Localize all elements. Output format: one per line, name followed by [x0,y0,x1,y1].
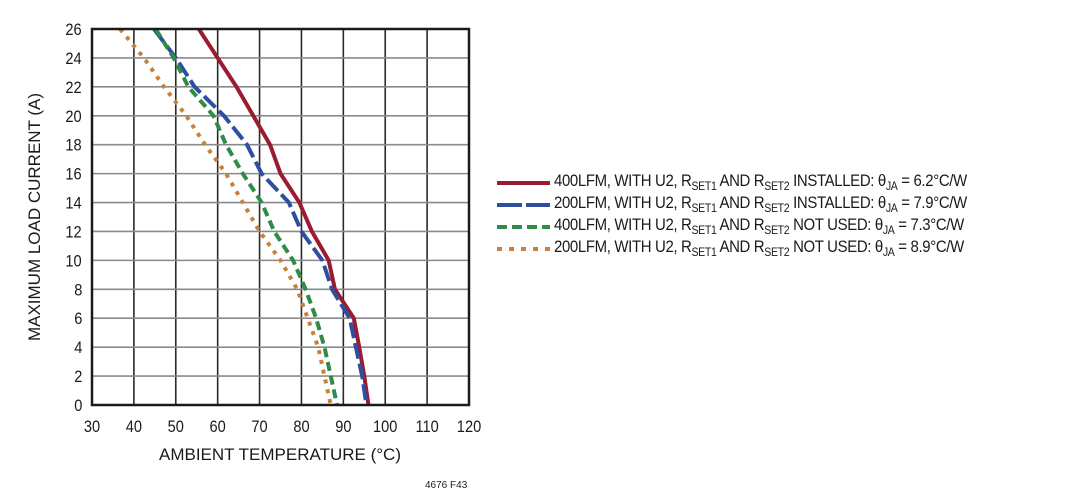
x-tick-label: 60 [210,418,226,436]
plot-frame [90,27,471,407]
legend-label: 400LFM, WITH U2, RSET1 AND RSET2 INSTALL… [554,170,967,193]
legend-swatch-solid [497,181,550,185]
y-tick-label: 24 [65,50,81,68]
y-tick-label: 10 [65,252,81,270]
legend-label: 400LFM, WITH U2, RSET1 AND RSET2 NOT USE… [554,214,964,237]
legend-item: 200LFM, WITH U2, RSET1 AND RSET2 INSTALL… [497,192,1023,216]
x-tick-label: 50 [168,418,184,436]
legend-item: 200LFM, WITH U2, RSET1 AND RSET2 NOT USE… [497,236,1023,260]
legend-item: 400LFM, WITH U2, RSET1 AND RSET2 INSTALL… [497,170,1023,194]
legend-item: 400LFM, WITH U2, RSET1 AND RSET2 NOT USE… [497,214,1023,238]
legend-label: 200LFM, WITH U2, RSET1 AND RSET2 NOT USE… [554,236,964,259]
series-line-dash [153,29,340,405]
figure-id: 4676 F43 [425,480,468,491]
y-tick-label: 20 [65,108,81,126]
x-tick-label: 90 [335,418,351,436]
y-tick-label: 26 [65,21,81,39]
x-tick-label: 30 [84,418,100,436]
x-axis-ticks: 30 40 50 60 70 80 90 100 110 120 [84,418,481,436]
y-tick-label: 14 [65,195,81,213]
x-tick-label: 40 [126,418,142,436]
legend-swatch-long-dash [497,203,550,207]
series-line-solid [197,29,371,405]
y-tick-label: 2 [74,368,82,386]
x-tick-label: 100 [373,418,398,436]
y-tick-label: 8 [74,281,82,299]
grid-lines [91,28,470,406]
legend-label: 200LFM, WITH U2, RSET1 AND RSET2 INSTALL… [554,192,967,215]
series-lines [118,29,371,405]
x-tick-label: 110 [415,418,438,436]
legend: 400LFM, WITH U2, RSET1 AND RSET2 INSTALL… [497,170,1023,260]
y-tick-label: 0 [74,397,82,415]
y-tick-label: 16 [65,166,81,184]
legend-swatch-dash [497,225,550,229]
y-tick-label: 18 [65,137,81,155]
y-tick-label: 12 [65,224,81,242]
y-axis-title: MAXIMUM LOAD CURRENT (A) [25,93,44,341]
y-tick-label: 4 [74,339,82,357]
x-tick-label: 80 [293,418,309,436]
y-tick-label: 22 [65,79,81,97]
x-tick-label: 120 [457,418,482,436]
x-axis-title: AMBIENT TEMPERATURE (°C) [159,445,401,464]
series-line-dot [118,29,333,405]
legend-swatch-dot [497,247,550,251]
y-tick-label: 6 [74,310,82,328]
series-line-long-dash [152,29,369,405]
x-tick-label: 70 [251,418,267,436]
